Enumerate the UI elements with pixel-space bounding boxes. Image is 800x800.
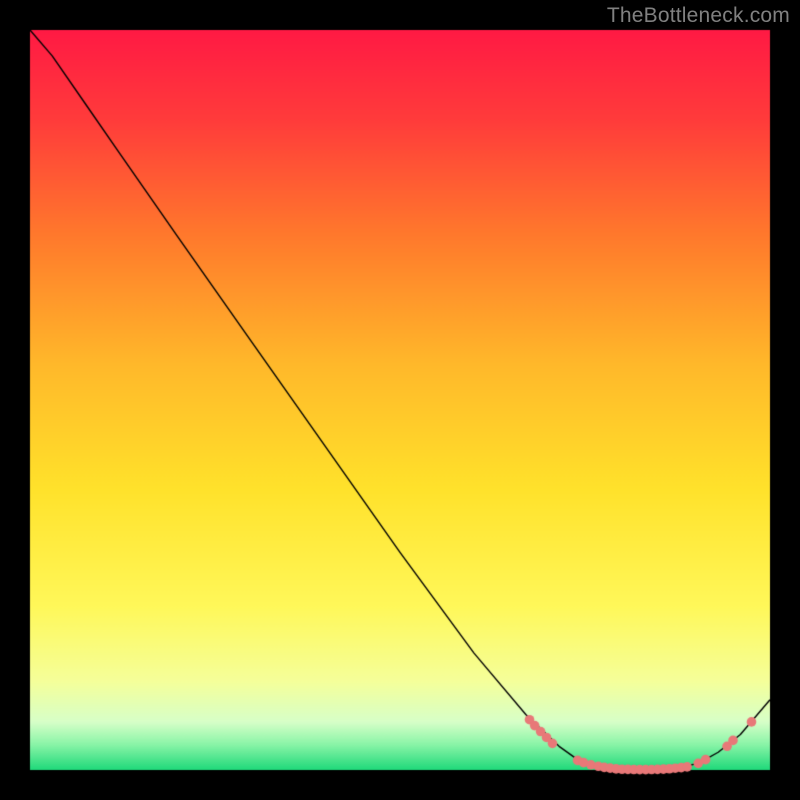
bottleneck-curve-chart	[0, 0, 800, 800]
watermark-label: TheBottleneck.com	[607, 4, 790, 28]
chart-container: TheBottleneck.com	[0, 0, 800, 800]
